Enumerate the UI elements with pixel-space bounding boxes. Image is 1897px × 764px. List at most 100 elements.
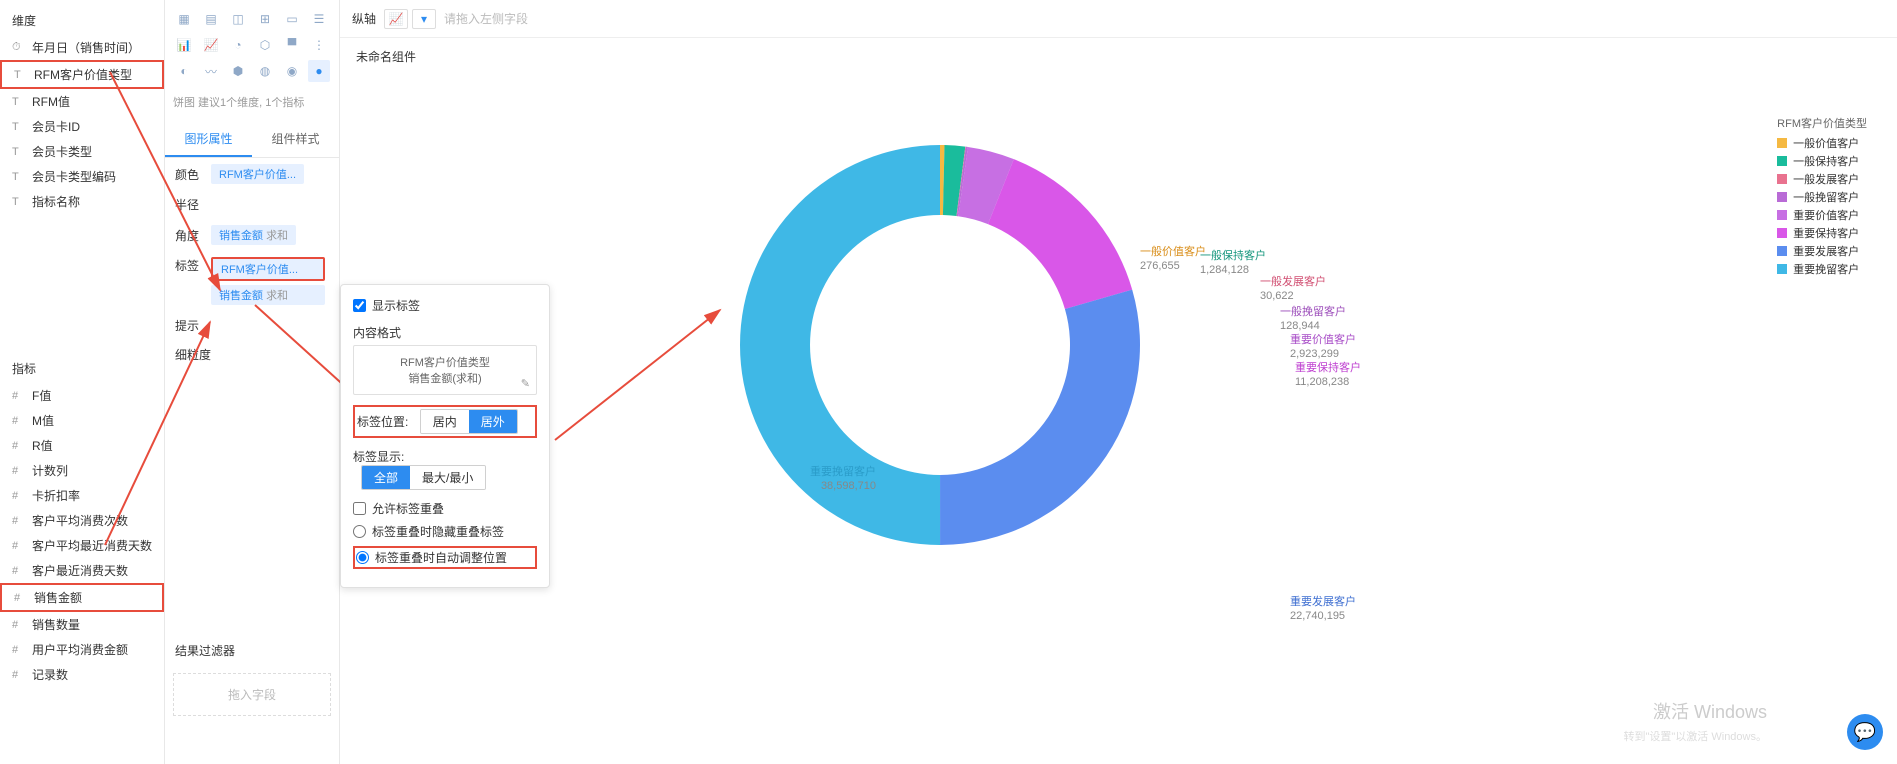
prop-radius-label: 半径 [175,196,211,213]
legend-item[interactable]: 一般发展客户 [1777,171,1867,187]
prop-label[interactable]: 标签 RFM客户价值... 销售金额 求和 [165,251,339,311]
prop-angle[interactable]: 角度 销售金额 求和 [165,219,339,251]
disp-minmax-btn[interactable]: 最大/最小 [410,466,485,489]
tab-graphic-props[interactable]: 图形属性 [165,122,252,157]
legend-item[interactable]: 一般挽留客户 [1777,189,1867,205]
field-item[interactable]: #R值 [0,433,164,458]
field-label: 卡折扣率 [32,487,80,504]
chart-type-option[interactable]: ● [308,60,330,82]
donut-svg [730,135,1150,555]
dimensions-title: 维度 [0,8,164,33]
field-item[interactable]: #销售数量 [0,612,164,637]
auto-adjust-row[interactable]: 标签重叠时自动调整位置 [353,546,537,569]
field-item[interactable]: #销售金额 [0,583,164,612]
chart-type-option[interactable]: ▀ [281,34,303,56]
chart-type-option[interactable]: ◐ [173,60,195,82]
axis-drop-placeholder[interactable]: 请拖入左侧字段 [440,6,1885,31]
field-item[interactable]: #客户平均最近消费天数 [0,533,164,558]
disp-all-btn[interactable]: 全部 [362,466,410,489]
chart-type-option[interactable]: ◉ [281,60,303,82]
field-item[interactable]: T会员卡类型 [0,139,164,164]
field-item[interactable]: #卡折扣率 [0,483,164,508]
chart-type-option[interactable]: ◔ [227,34,249,56]
legend-item[interactable]: 一般价值客户 [1777,135,1867,151]
hide-overlap-row[interactable]: 标签重叠时隐藏重叠标签 [353,523,537,540]
axis-dropdown-icon[interactable]: ▾ [412,9,436,29]
chart-type-option[interactable]: ▦ [173,8,195,30]
chart-type-option[interactable]: ▤ [200,8,222,30]
field-label: 客户平均最近消费天数 [32,537,152,554]
show-label-row[interactable]: 显示标签 [353,297,537,314]
prop-tooltip[interactable]: 提示 [165,311,339,340]
label-pill-2[interactable]: 销售金额 求和 [211,285,325,305]
chart-type-option[interactable]: 〰 [200,60,222,82]
color-pill[interactable]: RFM客户价值... [211,164,304,184]
legend-swatch [1777,156,1787,166]
field-item[interactable]: ⏱年月日（销售时间） [0,35,164,60]
pos-out-btn[interactable]: 居外 [469,410,517,433]
field-item[interactable]: T会员卡类型编码 [0,164,164,189]
component-title[interactable]: 未命名组件 [340,38,1897,75]
hide-overlap-radio[interactable] [353,525,366,538]
field-type-icon: T [12,121,26,133]
content-format-box[interactable]: RFM客户价值类型 销售金额(求和) ✎ [353,345,537,395]
field-item[interactable]: #客户平均消费次数 [0,508,164,533]
show-label-text: 显示标签 [372,297,420,314]
field-item[interactable]: T指标名称 [0,189,164,214]
show-label-checkbox[interactable] [353,299,366,312]
field-item[interactable]: TRFM值 [0,89,164,114]
field-type-icon: T [14,69,28,81]
filter-drop-area[interactable]: 拖入字段 [173,673,331,716]
chart-type-option[interactable]: ⬢ [227,60,249,82]
field-item[interactable]: TRFM客户价值类型 [0,60,164,89]
field-type-icon: # [12,619,26,631]
chart-hint: 饼图 建议1个维度, 1个指标 [165,90,339,114]
prop-color[interactable]: 颜色 RFM客户价值... [165,158,339,190]
prop-radius[interactable]: 半径 [165,190,339,219]
legend-item[interactable]: 一般保持客户 [1777,153,1867,169]
chart-type-option[interactable]: ⊞ [254,8,276,30]
label-pill-1[interactable]: RFM客户价值... [211,257,325,281]
chart-type-option[interactable]: ◫ [227,8,249,30]
field-item[interactable]: T会员卡ID [0,114,164,139]
slice-label: 重要价值客户2,923,299 [1290,333,1356,362]
field-item[interactable]: #客户最近消费天数 [0,558,164,583]
slice-label: 一般发展客户30,622 [1260,275,1326,304]
field-label: 销售金额 [34,589,82,606]
allow-overlap-row[interactable]: 允许标签重叠 [353,500,537,517]
chart-type-option[interactable]: ⋮ [308,34,330,56]
prop-grain[interactable]: 细粒度 [165,340,339,369]
chart-type-option[interactable]: ◍ [254,60,276,82]
field-item[interactable]: #M值 [0,408,164,433]
edit-icon[interactable]: ✎ [521,377,530,390]
angle-pill[interactable]: 销售金额 求和 [211,225,296,245]
donut-slice[interactable] [940,290,1140,545]
field-item[interactable]: #用户平均消费金额 [0,637,164,662]
field-item[interactable]: #记录数 [0,662,164,687]
donut-slice[interactable] [988,159,1132,309]
field-item[interactable]: #计数列 [0,458,164,483]
pos-in-btn[interactable]: 居内 [421,410,469,433]
tab-component-style[interactable]: 组件样式 [252,122,339,157]
allow-overlap-checkbox[interactable] [353,502,366,515]
filter-title: 结果过滤器 [165,636,339,665]
legend-label: 重要发展客户 [1793,243,1859,259]
content-format-label: 内容格式 [353,324,537,341]
y-axis-label: 纵轴 [352,10,376,27]
legend-item[interactable]: 重要发展客户 [1777,243,1867,259]
legend-item[interactable]: 重要保持客户 [1777,225,1867,241]
chart-type-option[interactable]: 📊 [173,34,195,56]
legend-item[interactable]: 重要价值客户 [1777,207,1867,223]
legend-item[interactable]: 重要挽留客户 [1777,261,1867,277]
axis-type-icon[interactable]: 📈 [384,9,408,29]
chart-type-option[interactable]: ☰ [308,8,330,30]
auto-adjust-radio[interactable] [356,551,369,564]
help-button[interactable]: 💬 [1847,714,1883,750]
chart-type-option[interactable]: ⬡ [254,34,276,56]
chart-type-option[interactable]: 📈 [200,34,222,56]
field-label: 指标名称 [32,193,80,210]
field-label: 计数列 [32,462,68,479]
donut-chart: 一般价值客户276,655一般保持客户1,284,128一般发展客户30,622… [730,135,1150,558]
field-item[interactable]: #F值 [0,383,164,408]
chart-type-option[interactable]: ▭ [281,8,303,30]
